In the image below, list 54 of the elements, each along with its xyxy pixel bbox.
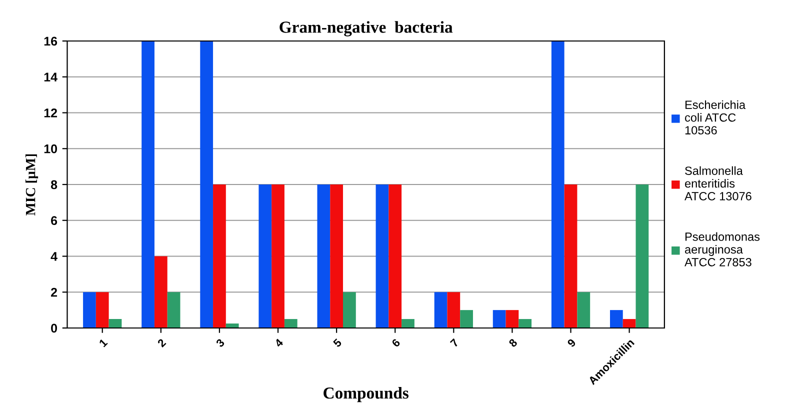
y-tick-label: 6 bbox=[51, 216, 58, 226]
bar bbox=[258, 184, 272, 328]
bar bbox=[330, 184, 344, 328]
bar bbox=[518, 319, 532, 328]
y-tick-label: 12 bbox=[44, 108, 58, 118]
bar bbox=[200, 41, 214, 328]
bar bbox=[142, 41, 154, 328]
bar bbox=[96, 292, 109, 328]
y-tick-label: 8 bbox=[50, 180, 58, 190]
bar bbox=[447, 292, 460, 328]
bar bbox=[343, 292, 356, 328]
x-tick-label: 2 bbox=[157, 338, 166, 348]
x-tick-label: 9 bbox=[566, 338, 576, 348]
x-tick-label: 7 bbox=[450, 338, 460, 348]
x-tick-label: 8 bbox=[508, 338, 518, 348]
bar bbox=[434, 292, 448, 328]
bar bbox=[388, 184, 402, 328]
y-tick-label: 16 bbox=[44, 36, 58, 46]
bar bbox=[460, 310, 473, 328]
chart-title: Gram-negative bacteria bbox=[280, 21, 453, 36]
bar bbox=[492, 310, 506, 328]
bar bbox=[154, 256, 168, 328]
x-tick-label: 4 bbox=[274, 338, 284, 348]
y-tick-label: 14 bbox=[44, 72, 58, 82]
bar bbox=[83, 292, 96, 328]
bar bbox=[551, 41, 564, 328]
x-tick-label: 3 bbox=[215, 338, 225, 348]
bar bbox=[213, 184, 226, 328]
bar bbox=[610, 310, 623, 328]
bar bbox=[636, 184, 649, 328]
bar bbox=[272, 184, 284, 328]
x-tick-label: 1 bbox=[98, 338, 108, 348]
x-tick-label: 6 bbox=[391, 338, 401, 348]
bar bbox=[376, 184, 389, 328]
bar bbox=[317, 184, 330, 328]
y-tick-label: 2 bbox=[50, 288, 58, 297]
bar bbox=[564, 184, 578, 328]
x-axis-title: Compounds bbox=[324, 386, 409, 402]
y-tick-label: 10 bbox=[44, 144, 57, 154]
bar bbox=[167, 292, 180, 328]
y-axis-title: MIC [µM] bbox=[25, 154, 38, 216]
bar bbox=[108, 319, 122, 328]
bar bbox=[506, 310, 519, 328]
legend-label: Escherichia coli ATCC 10536 bbox=[685, 100, 746, 134]
bar bbox=[402, 319, 414, 328]
legend-label: Pseudomonas aeruginosa ATCC 27853 bbox=[684, 232, 760, 266]
x-tick-label: 5 bbox=[332, 338, 342, 348]
y-tick-label: 4 bbox=[50, 252, 58, 261]
y-tick-label: 0 bbox=[51, 324, 57, 333]
bar bbox=[284, 319, 298, 328]
legend-label: Salmonella enteritidis ATCC 13076 bbox=[684, 166, 752, 200]
bar bbox=[577, 292, 590, 328]
bar bbox=[226, 324, 239, 328]
bar bbox=[622, 319, 636, 328]
